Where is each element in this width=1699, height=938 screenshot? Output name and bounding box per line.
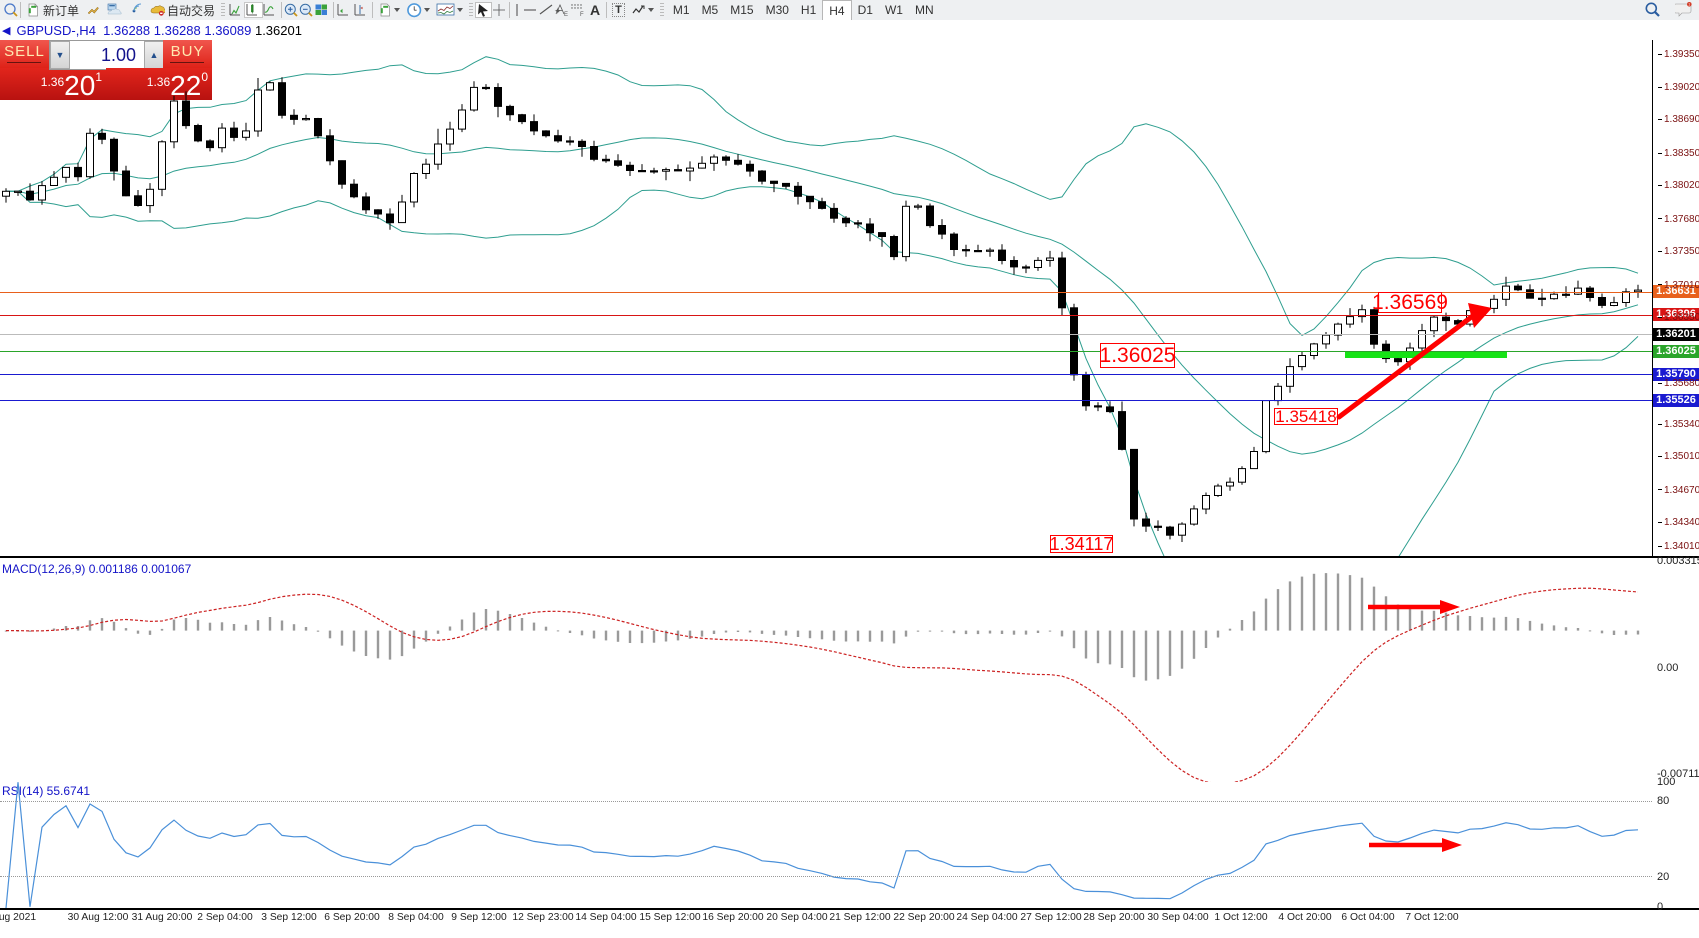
- svg-text:F: F: [580, 12, 584, 17]
- svg-text:1: 1: [1688, 2, 1690, 6]
- svg-text:E: E: [564, 12, 568, 17]
